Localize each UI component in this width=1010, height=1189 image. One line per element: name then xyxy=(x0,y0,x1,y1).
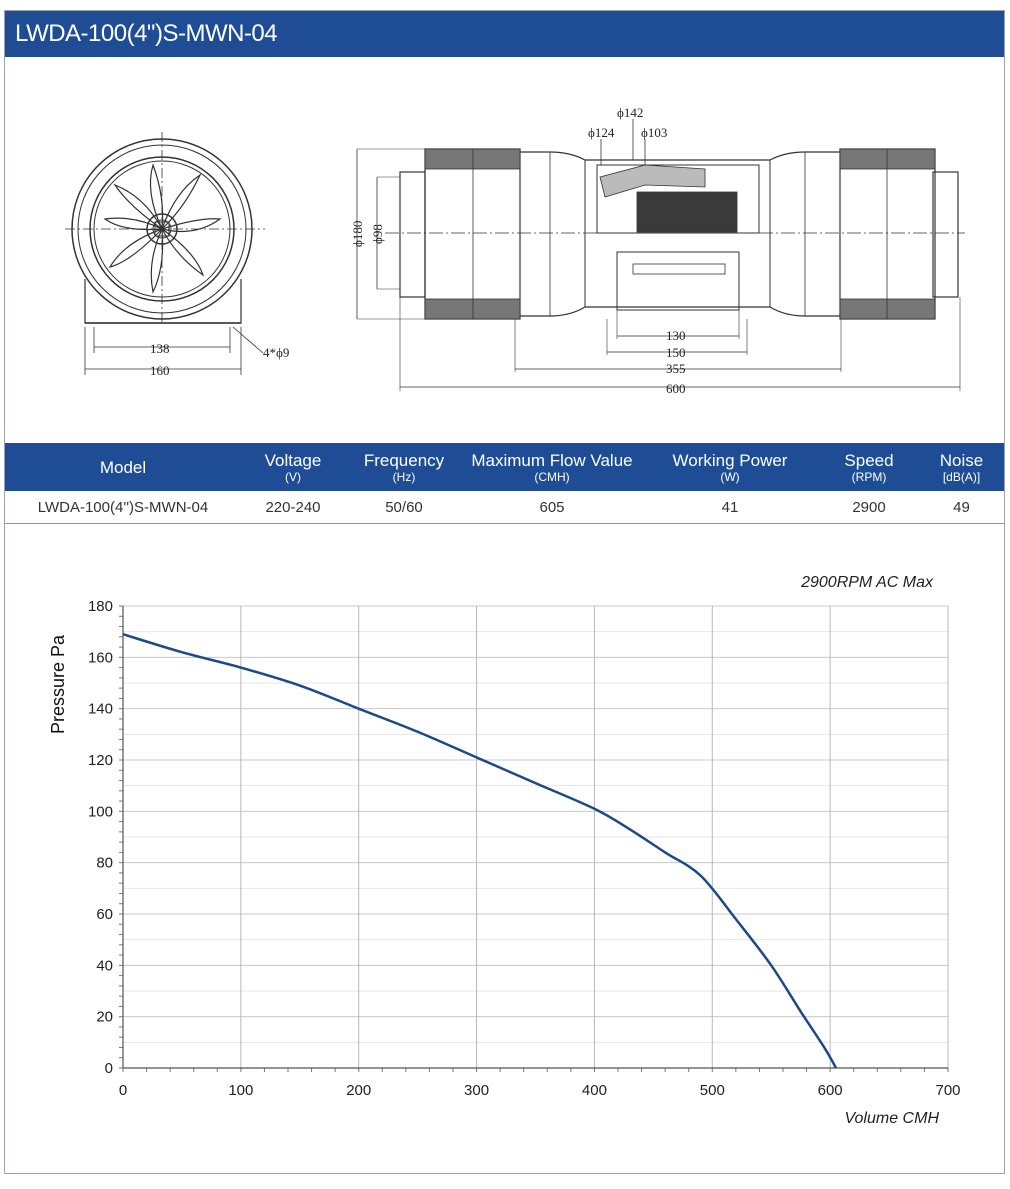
dim-355: 355 xyxy=(666,361,686,376)
cell-speed: 2900 xyxy=(819,491,919,524)
chart-title: 2900RPM AC Max xyxy=(800,574,934,591)
x-tick-label: 400 xyxy=(582,1082,607,1099)
y-tick-label: 120 xyxy=(88,752,113,769)
x-tick-label: 700 xyxy=(935,1082,960,1099)
cell-max-flow: 605 xyxy=(463,491,641,524)
y-tick-label: 60 xyxy=(96,906,113,923)
dim-160: 160 xyxy=(150,363,170,378)
cell-noise: 49 xyxy=(919,491,1004,524)
dim-phi103: ϕ103 xyxy=(641,125,667,140)
cell-frequency: 50/60 xyxy=(345,491,463,524)
x-axis-label: Volume CMH xyxy=(844,1110,939,1127)
cell-model: LWDA-100(4'')S-MWN-04 xyxy=(5,491,241,524)
dim-phi124: ϕ124 xyxy=(588,125,615,140)
x-tick-label: 300 xyxy=(464,1082,489,1099)
dim-130: 130 xyxy=(666,328,686,343)
dim-150: 150 xyxy=(666,345,686,360)
y-axis-label: Pressure Pa xyxy=(48,634,68,734)
y-tick-label: 180 xyxy=(88,598,113,615)
x-tick-label: 500 xyxy=(700,1082,725,1099)
x-tick-label: 200 xyxy=(346,1082,371,1099)
header-speed: Speed (RPM) xyxy=(819,443,919,491)
y-tick-label: 140 xyxy=(88,701,113,718)
y-tick-label: 80 xyxy=(96,855,113,872)
technical-drawings: 138 160 4*ϕ9 xyxy=(5,57,1004,443)
header-model: Model xyxy=(5,443,241,491)
spec-table: Model Voltage (V) Frequency (Hz) Maximum F… xyxy=(5,443,1004,524)
cell-voltage: 220-240 xyxy=(241,491,345,524)
y-tick-label: 160 xyxy=(88,649,113,666)
performance-chart: 0 100 200 300 400 500 600 700 0 20 40 60 80 100 120 140… xyxy=(5,526,1004,1172)
chart-canvas: 0 100 200 300 400 500 600 700 0 20 40 60 80 100 120 140… xyxy=(48,574,961,1127)
front-view-drawing xyxy=(65,132,265,375)
cell-working-power: 41 xyxy=(641,491,819,524)
chart-axes xyxy=(119,605,949,1072)
dim-holes: 4*ϕ9 xyxy=(263,345,289,360)
x-tick-label: 0 xyxy=(119,1082,127,1099)
dim-phi180: ϕ180 xyxy=(350,221,365,247)
x-tick-label: 600 xyxy=(818,1082,843,1099)
chart-grid xyxy=(122,605,949,1069)
drawing-canvas: 138 160 4*ϕ9 xyxy=(65,105,965,396)
header-working-power: Working Power (W) xyxy=(641,443,819,491)
dim-600: 600 xyxy=(666,381,686,396)
header-noise: Noise [dB(A)] xyxy=(919,443,1004,491)
header-frequency: Frequency (Hz) xyxy=(345,443,463,491)
dim-phi142: ϕ142 xyxy=(617,105,643,120)
header-max-flow: Maximum Flow Value (CMH) xyxy=(463,443,641,491)
y-tick-label: 100 xyxy=(88,803,113,820)
table-header-row: Model Voltage (V) Frequency (Hz) Maximum F… xyxy=(5,443,1004,491)
y-tick-label: 40 xyxy=(96,957,113,974)
chart-ticks: 0 100 200 300 400 500 600 700 0 20 40 60 80 100 120 140… xyxy=(88,598,961,1099)
table-row: LWDA-100(4'')S-MWN-04 220-240 50/60 605 … xyxy=(5,491,1004,524)
dim-phi98: ϕ98 xyxy=(370,224,385,244)
y-tick-label: 0 xyxy=(105,1060,113,1077)
pressure-curve xyxy=(122,633,838,1069)
dim-138: 138 xyxy=(150,341,170,356)
spec-sheet-frame xyxy=(4,10,1005,1174)
x-tick-label: 100 xyxy=(228,1082,253,1099)
header-voltage: Voltage (V) xyxy=(241,443,345,491)
side-view-drawing xyxy=(356,119,965,391)
y-tick-label: 20 xyxy=(96,1009,113,1026)
page-title: LWDA-100(4")S-MWN-04 xyxy=(15,20,278,47)
title-bar: LWDA-100(4")S-MWN-04 xyxy=(5,11,1004,57)
